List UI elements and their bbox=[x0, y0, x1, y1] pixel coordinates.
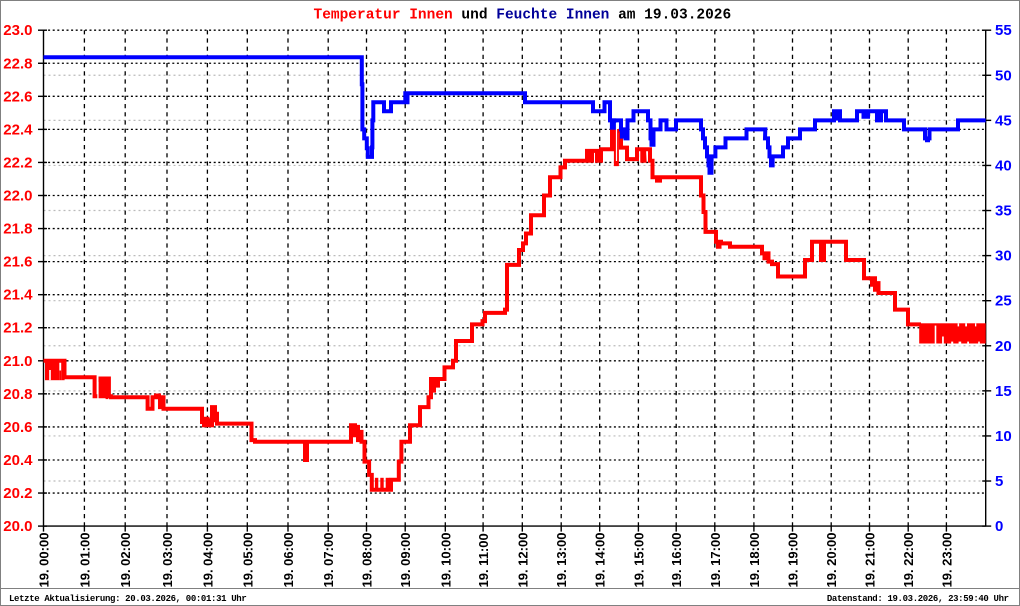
svg-text:19. 04:00: 19. 04:00 bbox=[200, 533, 215, 588]
svg-text:19. 10:00: 19. 10:00 bbox=[438, 533, 453, 588]
svg-text:40: 40 bbox=[995, 157, 1012, 174]
svg-text:10: 10 bbox=[995, 428, 1012, 445]
svg-text:19. 07:00: 19. 07:00 bbox=[321, 533, 336, 588]
svg-text:21.0: 21.0 bbox=[3, 353, 32, 370]
svg-text:21.4: 21.4 bbox=[3, 287, 33, 304]
svg-text:22.4: 22.4 bbox=[3, 121, 33, 138]
svg-text:21.8: 21.8 bbox=[3, 221, 32, 238]
svg-text:22.0: 22.0 bbox=[3, 188, 32, 205]
svg-text:19. 16:00: 19. 16:00 bbox=[669, 533, 684, 588]
svg-text:19. 14:00: 19. 14:00 bbox=[593, 533, 608, 588]
svg-text:19. 08:00: 19. 08:00 bbox=[360, 533, 375, 588]
svg-text:45: 45 bbox=[995, 112, 1012, 129]
svg-text:20: 20 bbox=[995, 338, 1012, 355]
svg-text:19. 22:00: 19. 22:00 bbox=[901, 533, 916, 588]
svg-text:19. 06:00: 19. 06:00 bbox=[281, 533, 296, 588]
svg-text:35: 35 bbox=[995, 203, 1012, 220]
svg-text:Temperatur Innen und Feuchte I: Temperatur Innen und Feuchte Innen am 19… bbox=[314, 8, 732, 24]
svg-text:20.8: 20.8 bbox=[3, 386, 32, 403]
svg-text:19. 03:00: 19. 03:00 bbox=[160, 533, 175, 588]
svg-text:19. 01:00: 19. 01:00 bbox=[77, 533, 92, 588]
svg-text:0: 0 bbox=[995, 518, 1003, 535]
svg-text:55: 55 bbox=[995, 22, 1012, 39]
svg-text:22.6: 22.6 bbox=[3, 88, 32, 105]
svg-text:19. 21:00: 19. 21:00 bbox=[863, 533, 878, 588]
svg-text:20.4: 20.4 bbox=[3, 452, 33, 469]
svg-text:22.2: 22.2 bbox=[3, 154, 32, 171]
svg-text:20.6: 20.6 bbox=[3, 419, 32, 436]
svg-text:19. 05:00: 19. 05:00 bbox=[240, 533, 255, 588]
svg-text:15: 15 bbox=[995, 383, 1012, 400]
svg-text:Datenstand: 19.03.2026, 23:59:: Datenstand: 19.03.2026, 23:59:40 Uhr bbox=[827, 594, 1009, 604]
svg-text:23.0: 23.0 bbox=[3, 22, 32, 39]
svg-text:21.2: 21.2 bbox=[3, 320, 32, 337]
svg-text:19. 20:00: 19. 20:00 bbox=[824, 533, 839, 588]
svg-text:19. 11:00: 19. 11:00 bbox=[476, 533, 491, 587]
svg-text:19. 00:00: 19. 00:00 bbox=[37, 533, 52, 588]
svg-text:20.0: 20.0 bbox=[3, 518, 32, 535]
svg-text:19. 09:00: 19. 09:00 bbox=[398, 533, 413, 588]
svg-text:19. 19:00: 19. 19:00 bbox=[786, 533, 801, 588]
svg-text:5: 5 bbox=[995, 473, 1003, 490]
svg-text:19. 02:00: 19. 02:00 bbox=[118, 533, 133, 588]
svg-text:19. 12:00: 19. 12:00 bbox=[515, 533, 530, 588]
svg-text:Letzte Aktualisierung: 20.03.2: Letzte Aktualisierung: 20.03.2026, 00:01… bbox=[9, 594, 246, 604]
svg-text:19. 18:00: 19. 18:00 bbox=[747, 533, 762, 588]
svg-text:20.2: 20.2 bbox=[3, 485, 32, 502]
svg-text:25: 25 bbox=[995, 293, 1012, 310]
svg-text:19. 15:00: 19. 15:00 bbox=[631, 533, 646, 588]
svg-text:21.6: 21.6 bbox=[3, 254, 32, 271]
svg-text:19. 13:00: 19. 13:00 bbox=[554, 533, 569, 588]
svg-text:19. 23:00: 19. 23:00 bbox=[939, 533, 954, 588]
svg-text:19. 17:00: 19. 17:00 bbox=[708, 533, 723, 588]
svg-text:22.8: 22.8 bbox=[3, 55, 32, 72]
svg-text:30: 30 bbox=[995, 248, 1012, 265]
svg-text:50: 50 bbox=[995, 67, 1012, 84]
